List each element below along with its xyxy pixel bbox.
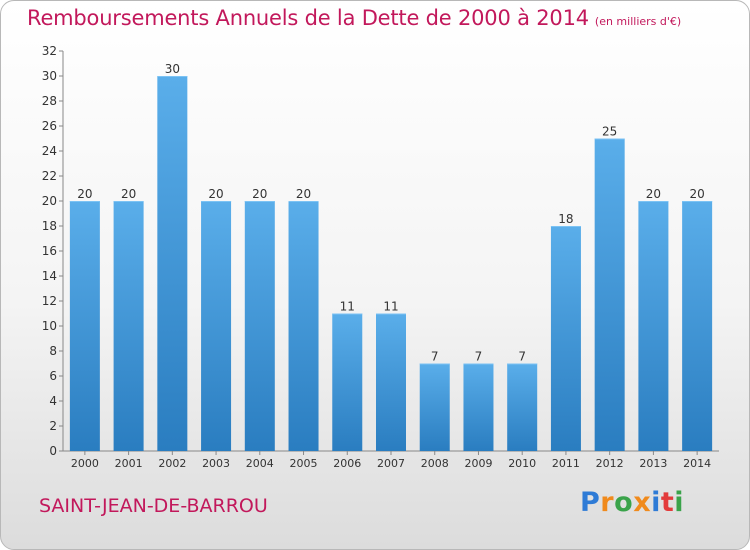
bar-2012 bbox=[594, 138, 625, 451]
x-tick-label-2003: 2003 bbox=[202, 457, 230, 470]
bar-2006 bbox=[332, 313, 363, 451]
data-label-2009: 7 bbox=[475, 350, 483, 364]
data-label-2008: 7 bbox=[431, 350, 439, 364]
bar-2002 bbox=[157, 76, 188, 451]
bar-2008 bbox=[419, 363, 450, 451]
chart-bars bbox=[69, 76, 713, 451]
chart-subtitle: (en milliers d'€) bbox=[594, 15, 682, 28]
data-label-2010: 7 bbox=[518, 350, 526, 364]
y-tick-label: 28 bbox=[42, 94, 57, 108]
x-tick-label-2013: 2013 bbox=[639, 457, 667, 470]
bar-2010 bbox=[507, 363, 538, 451]
bar-2007 bbox=[376, 313, 406, 451]
data-label-2000: 20 bbox=[77, 187, 92, 201]
bar-2013 bbox=[638, 201, 669, 451]
data-label-2013: 20 bbox=[646, 187, 661, 201]
y-tick-label: 6 bbox=[49, 369, 57, 383]
y-tick-label: 30 bbox=[42, 69, 57, 83]
data-label-2001: 20 bbox=[121, 187, 136, 201]
y-tick-label: 0 bbox=[49, 444, 57, 458]
bar-2009 bbox=[463, 363, 494, 451]
y-tick-label: 24 bbox=[42, 144, 57, 158]
x-tick-label-2005: 2005 bbox=[290, 457, 318, 470]
data-label-2011: 18 bbox=[558, 212, 573, 226]
chart-title: Remboursements Annuels de la Dette de 20… bbox=[27, 6, 681, 30]
y-tick-label: 4 bbox=[49, 394, 57, 408]
chart-title-text: Remboursements Annuels de la Dette de 20… bbox=[27, 6, 589, 30]
y-tick-label: 32 bbox=[42, 44, 57, 58]
bar-2003 bbox=[201, 201, 232, 451]
y-tick-label: 22 bbox=[42, 169, 57, 183]
x-tick-label-2010: 2010 bbox=[508, 457, 536, 470]
x-tick-label-2001: 2001 bbox=[115, 457, 143, 470]
x-tick-label-2012: 2012 bbox=[596, 457, 624, 470]
y-tick-label: 8 bbox=[49, 344, 57, 358]
x-tick-label-2002: 2002 bbox=[158, 457, 186, 470]
y-tick-label: 14 bbox=[42, 269, 57, 283]
x-tick-label-2009: 2009 bbox=[464, 457, 492, 470]
x-tick-label-2007: 2007 bbox=[377, 457, 405, 470]
x-tick-label-2000: 2000 bbox=[71, 457, 99, 470]
data-label-2004: 20 bbox=[252, 187, 267, 201]
commune-name: SAINT-JEAN-DE-BARROU bbox=[39, 495, 268, 517]
y-tick-label: 10 bbox=[42, 319, 57, 333]
x-tick-label-2011: 2011 bbox=[552, 457, 580, 470]
chart-labels: 20 2000 20 2001 30 2002 20 2003 20 2004 20 2005 11 20… bbox=[71, 62, 711, 470]
logo-letter: r bbox=[600, 487, 615, 518]
data-label-2012: 25 bbox=[602, 125, 617, 139]
data-label-2005: 20 bbox=[296, 187, 311, 201]
x-tick-label-2008: 2008 bbox=[421, 457, 449, 470]
logo-letter: P bbox=[580, 487, 601, 518]
data-label-2003: 20 bbox=[208, 187, 223, 201]
data-label-2007: 11 bbox=[383, 300, 398, 314]
y-tick-label: 18 bbox=[42, 219, 57, 233]
bar-2014 bbox=[682, 201, 713, 451]
data-label-2014: 20 bbox=[689, 187, 704, 201]
data-label-2006: 11 bbox=[340, 300, 355, 314]
bar-2011 bbox=[550, 226, 581, 451]
y-tick-label: 12 bbox=[42, 294, 57, 308]
logo-letter: o bbox=[614, 487, 634, 518]
logo-letter: t bbox=[660, 487, 675, 518]
bar-2004 bbox=[244, 201, 275, 451]
proxiti-logo: Proxiti bbox=[580, 487, 684, 518]
bar-2001 bbox=[113, 201, 144, 451]
x-tick-label-2006: 2006 bbox=[333, 457, 361, 470]
x-tick-label-2004: 2004 bbox=[246, 457, 274, 470]
y-tick-label: 16 bbox=[42, 244, 57, 258]
bar-2005 bbox=[288, 201, 319, 451]
y-tick-label: 26 bbox=[42, 119, 57, 133]
x-tick-label-2014: 2014 bbox=[683, 457, 711, 470]
logo-letter: x bbox=[633, 487, 652, 518]
logo-letter: i bbox=[651, 487, 661, 518]
bar-2000 bbox=[69, 201, 100, 451]
y-tick-label: 2 bbox=[49, 419, 57, 433]
data-label-2002: 30 bbox=[165, 62, 180, 76]
logo-letter: i bbox=[674, 487, 685, 518]
y-tick-label: 20 bbox=[42, 194, 57, 208]
